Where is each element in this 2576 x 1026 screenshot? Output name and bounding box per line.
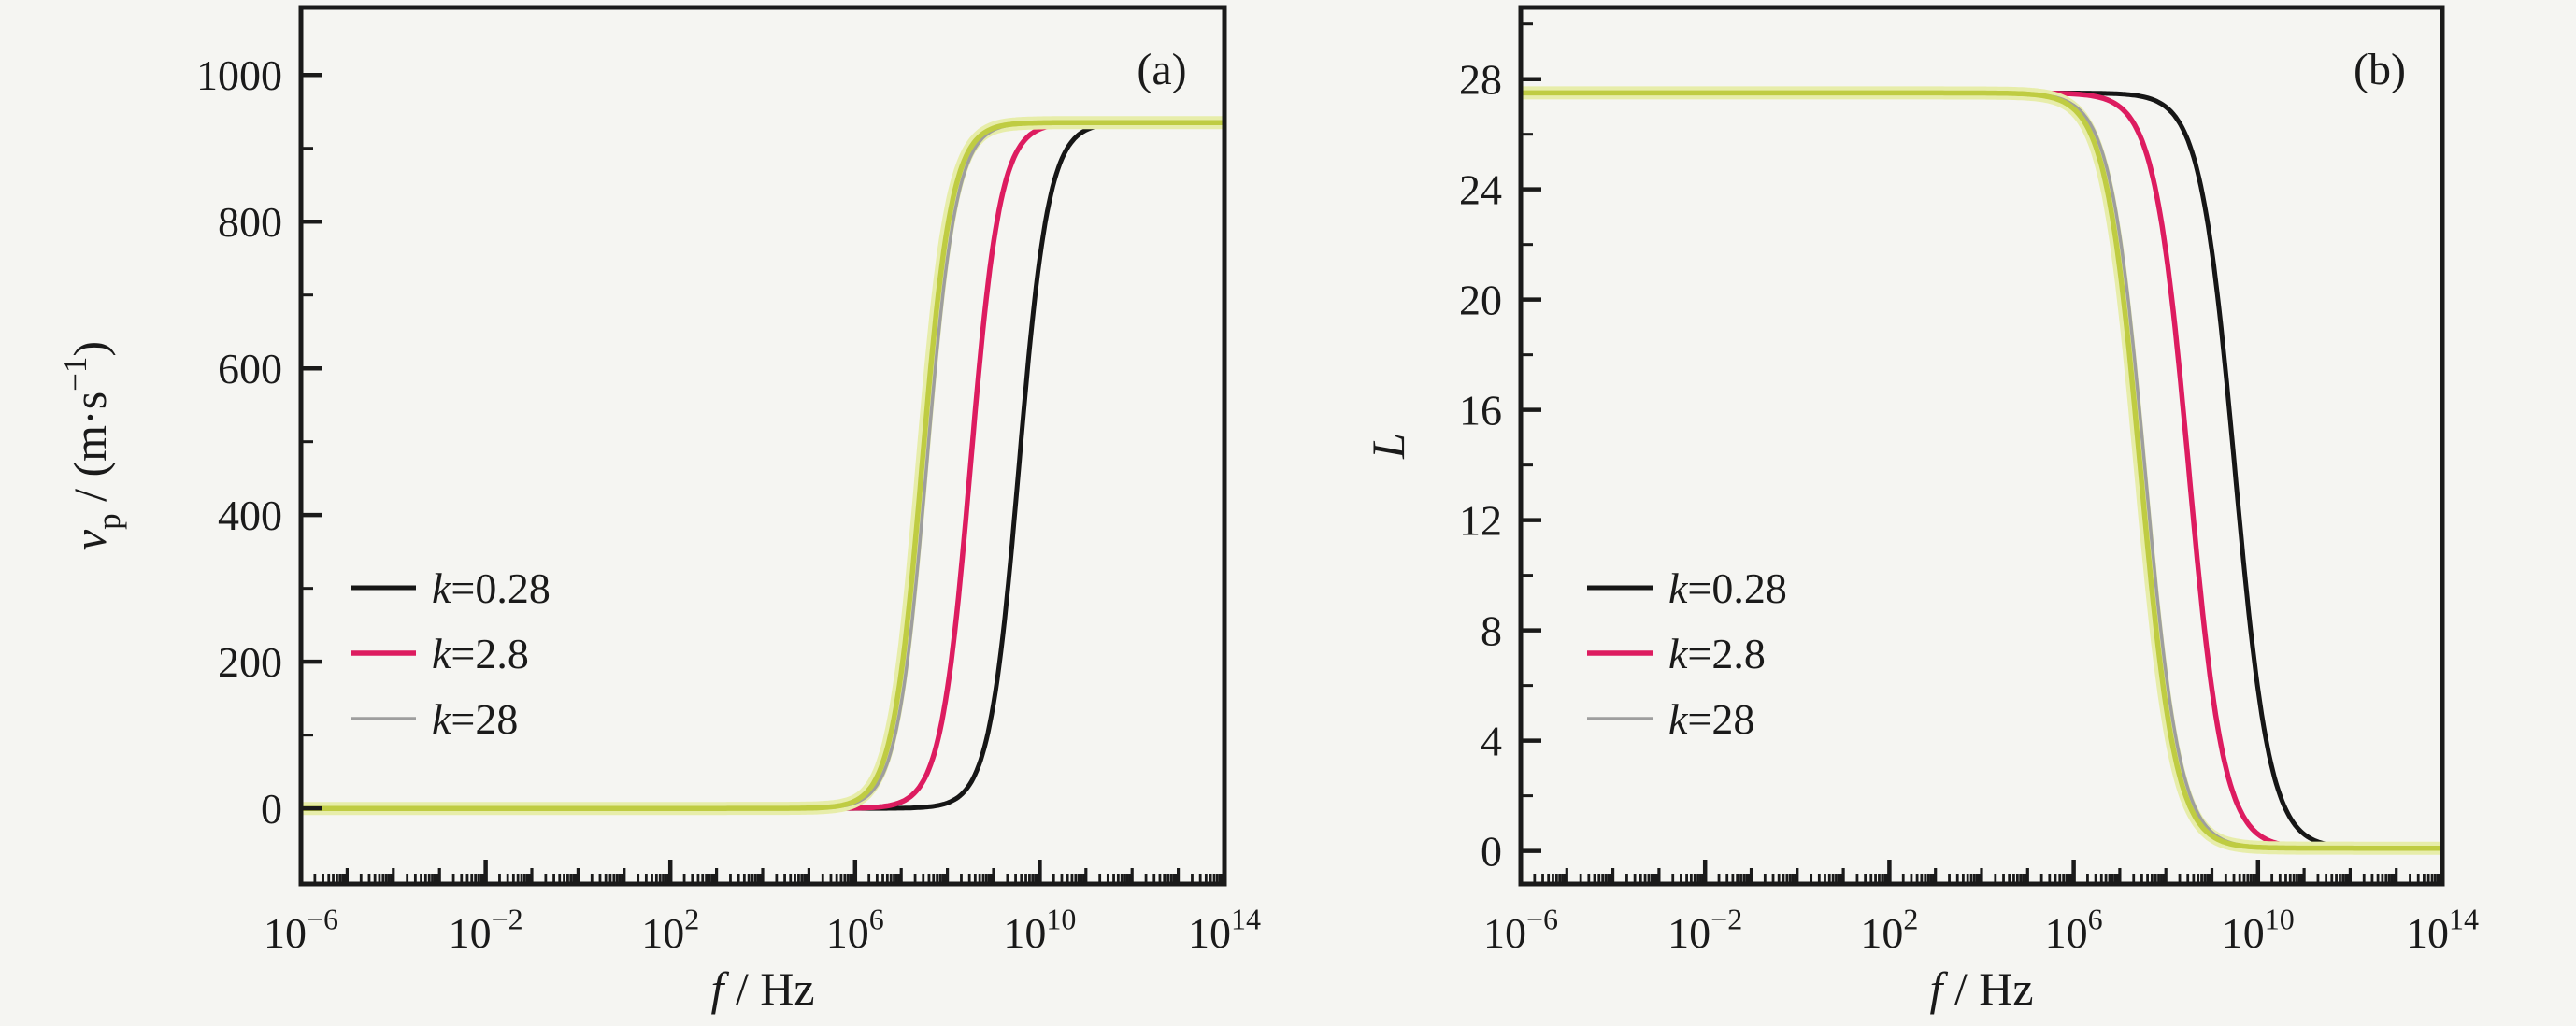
legend-item: k=2.8 [351, 630, 529, 677]
curves-a [301, 116, 1224, 816]
x-tick-label: 102 [641, 903, 699, 957]
curve-k-0.28 [1521, 90, 2442, 851]
curve-k-2.8 [1521, 90, 2442, 851]
y-tick-labels-b: 0 4 8 12 16 20 24 28 [1459, 56, 1502, 876]
y-axis-label-a: vp / (m·s−1) [57, 341, 127, 550]
legend-item: k=28 [351, 695, 518, 743]
x-tick-label: 106 [2045, 903, 2103, 957]
curve-k-28 [1521, 91, 2442, 850]
y-tick-label: 16 [1459, 387, 1502, 435]
legend-label: k=2.8 [432, 630, 529, 677]
x-tick-label: 106 [826, 903, 884, 957]
curve-halo-b [1521, 86, 2442, 855]
curves-b [1521, 86, 2442, 855]
y-tick-label: 800 [218, 198, 282, 246]
legend-label: k=2.8 [1668, 630, 1766, 677]
x-tick-label: 1014 [2406, 903, 2479, 957]
legend-a: k=0.28 k=2.8 k=28 [351, 564, 551, 743]
x-tick-labels-a: 10−6 10−2 102 106 1010 1014 [264, 903, 1261, 957]
x-tick-label: 102 [1860, 903, 1918, 957]
x-axis-label-b: f / Hz [1929, 962, 2033, 1015]
y-tick-label: 4 [1481, 718, 1502, 765]
panel-a: 10−6 10−2 102 106 1010 1014 0 200 400 600 800 1000 f… [57, 5, 1261, 1015]
y-tick-label: 24 [1459, 166, 1502, 214]
plot-box-a [298, 5, 1227, 887]
y-tick-label: 28 [1459, 56, 1502, 104]
legend-label: k=0.28 [1668, 564, 1787, 612]
y-tick-label: 400 [218, 492, 282, 539]
curve-unlabeled-yellow-green-coincides-with-k-28- [301, 120, 1224, 811]
legend-item: k=0.28 [1587, 564, 1787, 612]
y-tick-label: 8 [1481, 607, 1502, 655]
legend-item: k=0.28 [351, 564, 551, 612]
legend-item: k=28 [1587, 695, 1754, 743]
y-axis-ticks-b [1521, 22, 1541, 853]
y-tick-label: 200 [218, 638, 282, 686]
legend-label: k=28 [432, 695, 518, 743]
x-axis-ticks-a [298, 860, 1227, 884]
x-tick-label: 10−2 [449, 903, 523, 957]
plot-box-b [1518, 5, 2445, 887]
y-tick-label: 0 [1481, 828, 1502, 876]
legend-item: k=2.8 [1587, 630, 1766, 677]
panel-label-b: (b) [2354, 45, 2406, 94]
y-axis-label-b: L [1362, 433, 1414, 460]
y-tick-labels-a: 0 200 400 600 800 1000 [196, 51, 282, 833]
y-tick-label: 1000 [196, 51, 282, 99]
y-tick-label: 600 [218, 345, 282, 392]
x-tick-label: 1010 [1003, 903, 1076, 957]
panel-b: 10−6 10−2 102 106 1010 1014 0 4 8 12 16 20 24 28 f / H… [1362, 5, 2479, 1015]
y-tick-label: 0 [261, 785, 282, 833]
panel-label-a: (a) [1137, 45, 1186, 94]
legend-label: k=0.28 [432, 564, 551, 612]
x-axis-ticks-b [1518, 860, 2445, 884]
x-tick-label: 1014 [1188, 903, 1261, 957]
x-tick-label: 10−6 [1483, 903, 1558, 957]
legend-b: k=0.28 k=2.8 k=28 [1587, 564, 1787, 743]
curve-unlabeled-yellow-green-coincides-with-k-28- [1521, 90, 2442, 851]
x-tick-labels-b: 10−6 10−2 102 106 1010 1014 [1483, 903, 2479, 957]
x-tick-label: 1010 [2222, 903, 2295, 957]
legend-label: k=28 [1668, 695, 1754, 743]
x-tick-label: 10−6 [264, 903, 338, 957]
y-tick-label: 20 [1459, 277, 1502, 324]
x-tick-label: 10−2 [1667, 903, 1742, 957]
y-tick-label: 12 [1459, 497, 1502, 545]
x-axis-label-a: f / Hz [710, 962, 814, 1015]
y-axis-ticks-a [301, 72, 322, 811]
